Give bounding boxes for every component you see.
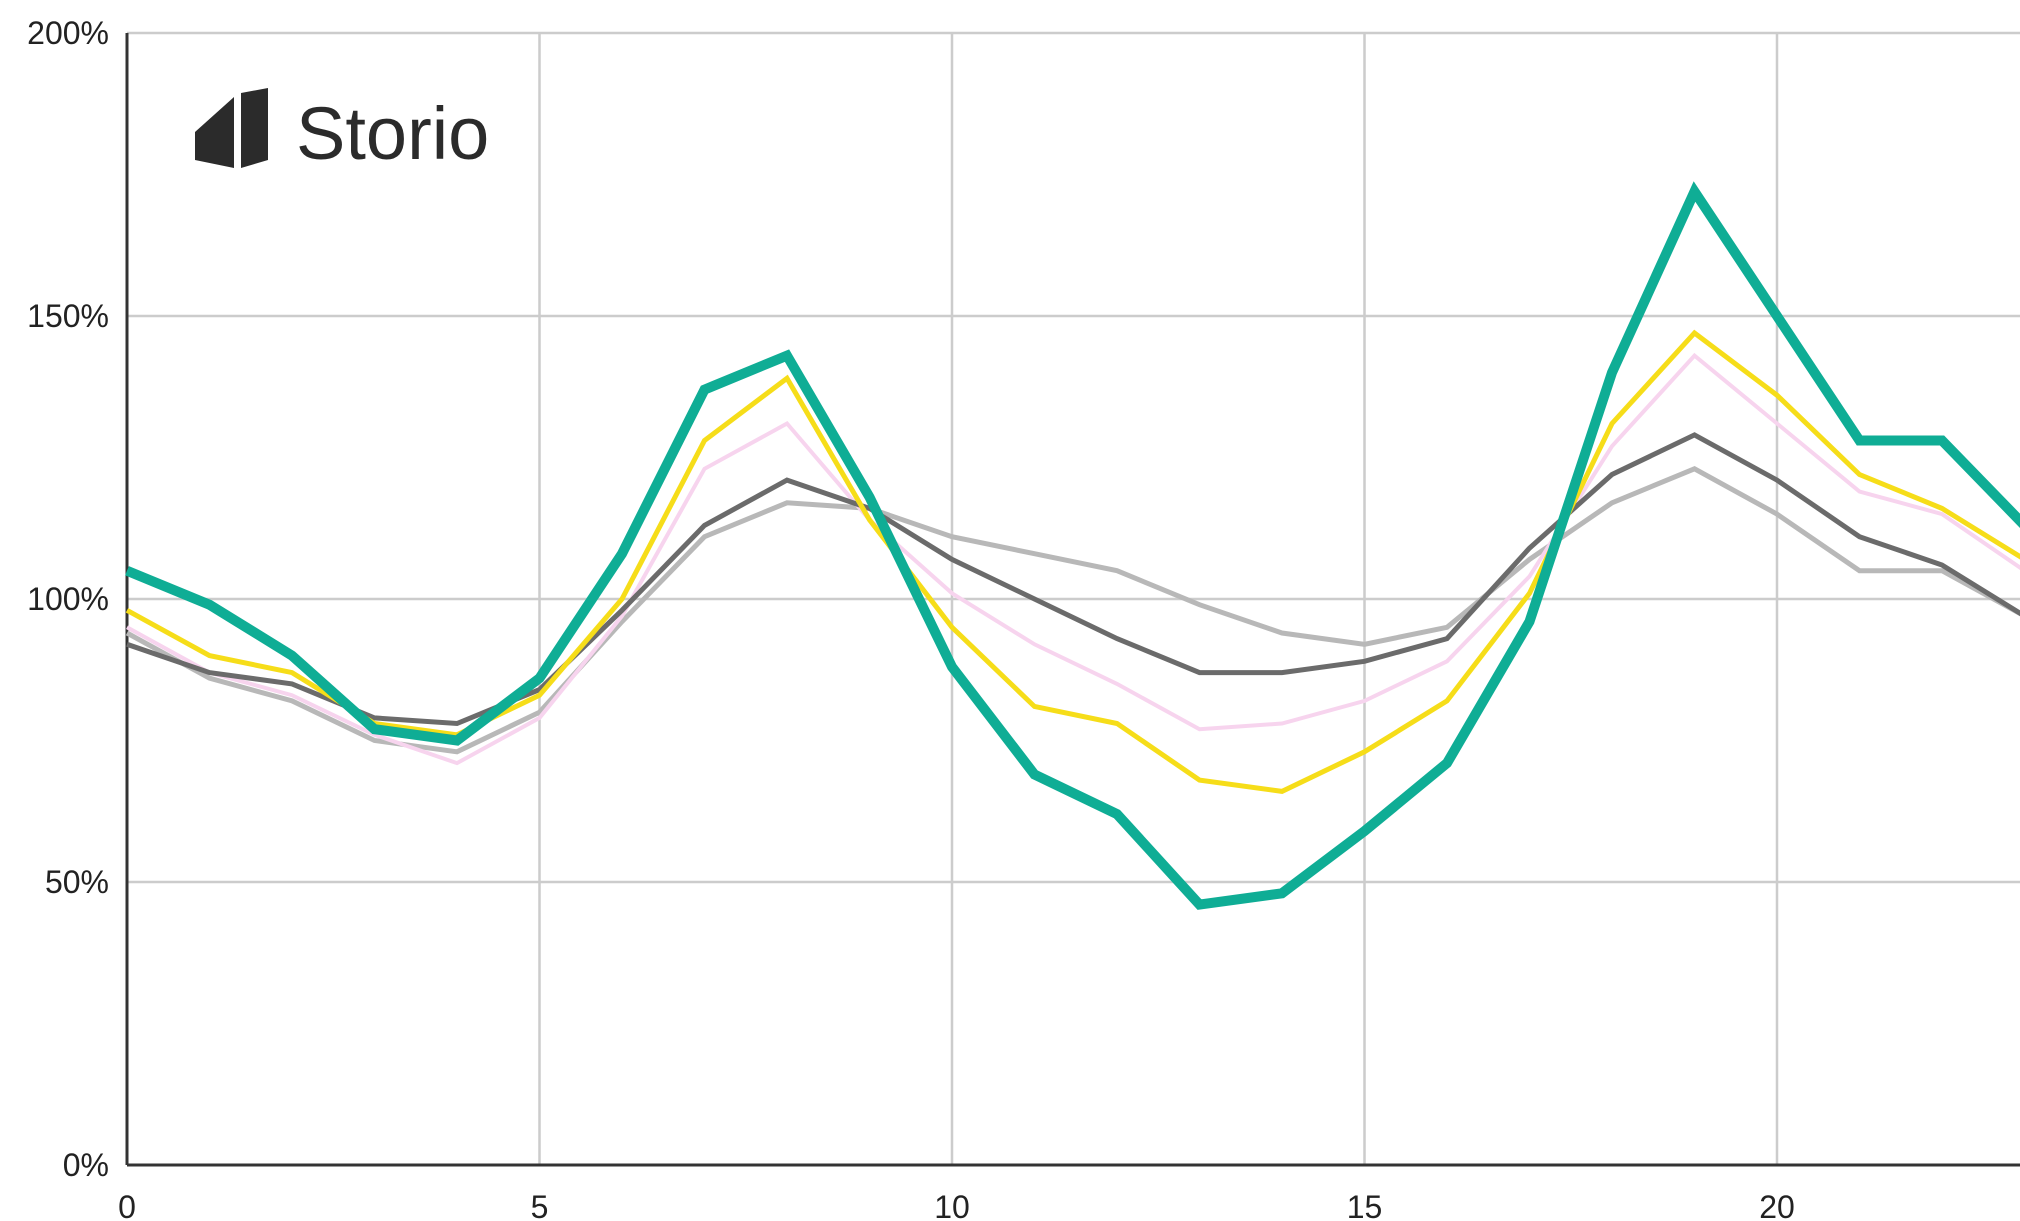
x-tick-label: 15: [1347, 1189, 1383, 1221]
series-5: [125, 181, 2020, 910]
series-1-line: [125, 466, 2020, 755]
x-tick-label: 10: [934, 1189, 970, 1221]
y-tick-label: 150%: [27, 298, 109, 334]
series-4-line: [125, 329, 2020, 794]
series-2: [126, 352, 2020, 766]
x-tick-label: 5: [531, 1189, 549, 1221]
series-3-line: [126, 432, 2020, 727]
series-3: [126, 432, 2020, 727]
x-tick-label: 0: [118, 1189, 136, 1221]
axes: [125, 33, 2020, 1167]
y-tick-label: 50%: [45, 864, 109, 900]
y-tick-label: 200%: [27, 15, 109, 51]
series-5-line: [125, 181, 2020, 910]
y-tick-label: 100%: [27, 581, 109, 617]
tick-labels: 0% 50% 100% 150% 200% 0 5 10 15 20: [27, 15, 1795, 1221]
storio-logo-icon: [195, 88, 268, 168]
series-1: [125, 466, 2020, 755]
brand-name: Storio: [296, 92, 489, 175]
storio-logo: Storio: [195, 88, 489, 175]
series-2-line: [126, 352, 2020, 766]
series-layer: [125, 181, 2020, 910]
y-tick-label: 0%: [63, 1147, 109, 1183]
horizontal-gridlines: [127, 31, 2020, 884]
x-tick-label: 20: [1759, 1189, 1795, 1221]
